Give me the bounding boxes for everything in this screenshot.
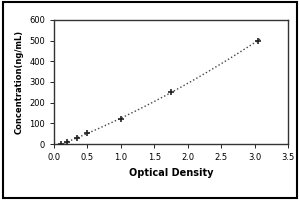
X-axis label: Optical Density: Optical Density (129, 168, 213, 178)
Y-axis label: Concentration(ng/mL): Concentration(ng/mL) (14, 30, 23, 134)
